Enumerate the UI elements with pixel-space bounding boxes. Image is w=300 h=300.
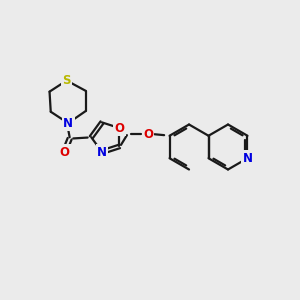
Text: O: O [115, 122, 124, 135]
Text: S: S [62, 74, 71, 87]
Text: N: N [97, 146, 107, 159]
Text: O: O [59, 146, 69, 159]
Text: O: O [143, 128, 153, 141]
Text: N: N [63, 117, 73, 130]
Text: N: N [242, 152, 253, 165]
